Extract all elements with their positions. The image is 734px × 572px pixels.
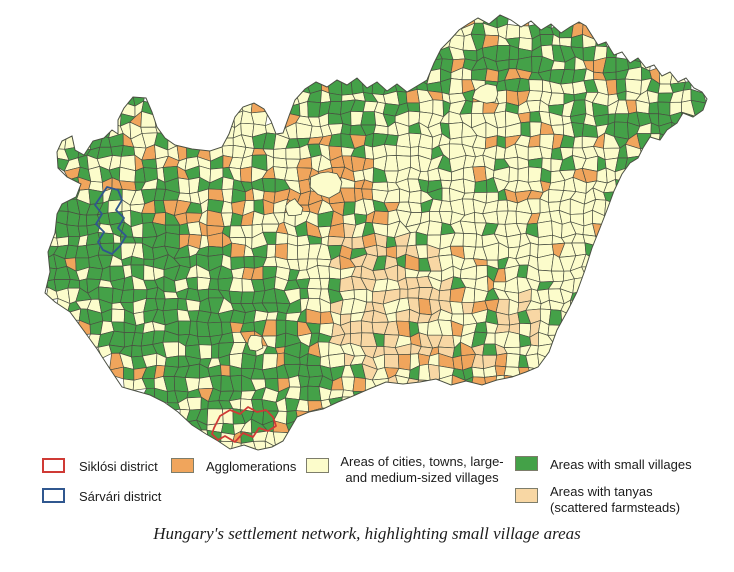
legend-label-tanyas-line2: (scattered farmsteads): [550, 500, 681, 515]
hungary-settlement-map: [44, 14, 708, 451]
legend-swatch-siklosi-district: [42, 458, 65, 473]
legend-label-cities-towns: Areas of cities, towns, large-and medium…: [330, 454, 514, 486]
legend-label-sarvari-district: Sárvári district: [79, 489, 162, 504]
legend-label-tanyas-line1: Areas with tanyas: [550, 484, 653, 499]
legend-label-agglomerations: Agglomerations: [206, 459, 297, 474]
legend-swatch-tanyas: [515, 488, 538, 503]
legend-swatch-agglomerations: [171, 458, 194, 473]
district-outline: [94, 186, 127, 255]
legend-label-cities-towns-line1: Areas of cities, towns, large-: [340, 454, 504, 469]
legend-label-small-villages: Areas with small villages: [550, 457, 692, 472]
legend-swatch-small-villages: [515, 456, 538, 471]
legend-swatch-cities-towns: [306, 458, 329, 473]
legend-swatch-sarvari-district: [42, 488, 65, 503]
figure-caption: Hungary's settlement network, highlighti…: [153, 524, 581, 543]
legend-label-siklosi-district: Siklósi district: [79, 459, 158, 474]
district-outline: [211, 406, 277, 443]
legend-label-cities-towns-line2: and medium-sized villages: [345, 470, 499, 485]
country-border: [44, 14, 708, 451]
legend-label-tanyas: Areas with tanyas (scattered farmsteads): [550, 484, 680, 516]
